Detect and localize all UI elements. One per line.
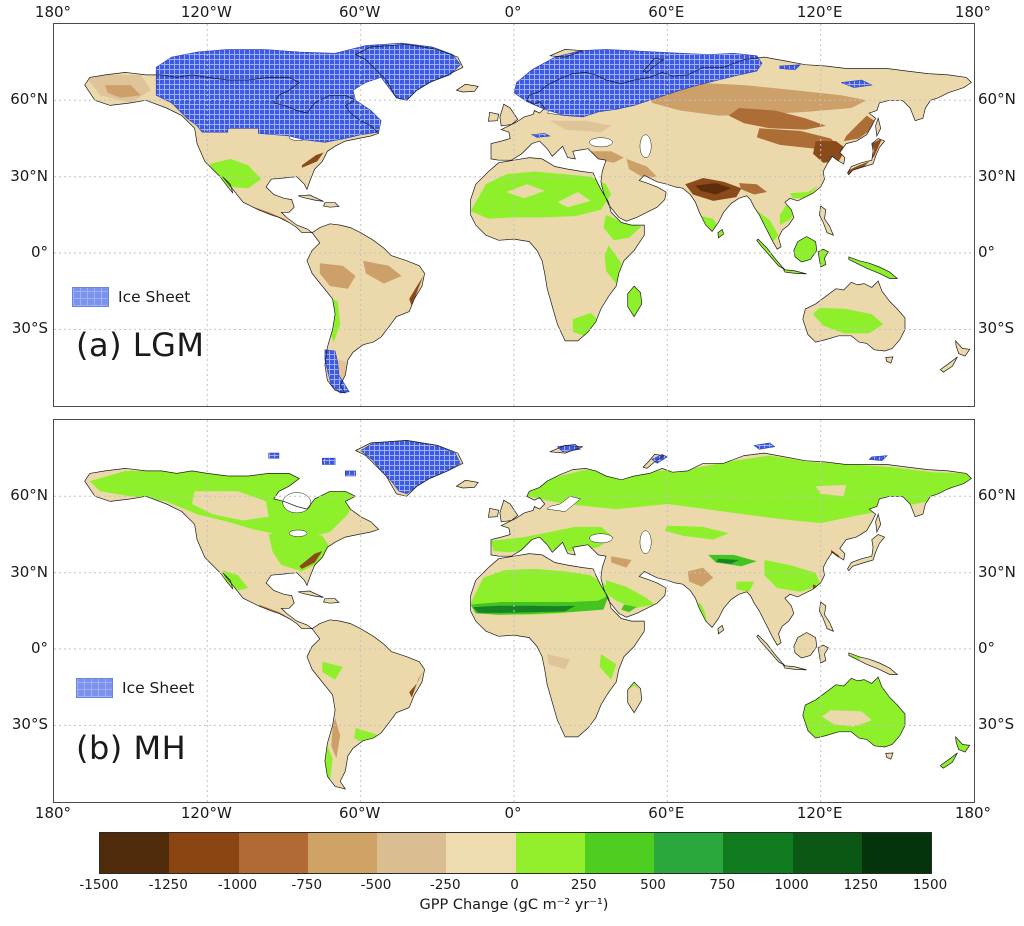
colorbar-tick-label: -1250 bbox=[148, 877, 188, 893]
map-panel-a bbox=[53, 23, 975, 407]
colorbar-tick-label: 0 bbox=[510, 877, 519, 893]
colorbar-tick-label: -750 bbox=[291, 877, 323, 893]
ice-sheet-label: Ice Sheet bbox=[118, 288, 191, 306]
ice-sheet-legend-a: Ice Sheet bbox=[72, 287, 190, 307]
colorbar-segment bbox=[792, 833, 862, 873]
ice-sheet-legend-b: Ice Sheet bbox=[76, 678, 194, 698]
colorbar-segment bbox=[723, 833, 793, 873]
axis-tick-bottom: 120°E bbox=[796, 804, 843, 822]
axis-tick-left-b: 30°S bbox=[11, 715, 48, 734]
colorbar-segment bbox=[446, 833, 516, 873]
colorbar-tick-label: -500 bbox=[360, 877, 392, 893]
axis-tick-right-a: 60°N bbox=[978, 90, 1016, 109]
world-map-lgm bbox=[54, 24, 974, 406]
axis-tick-top: 0° bbox=[504, 3, 522, 21]
colorbar-tick-label: -1500 bbox=[79, 877, 119, 893]
colorbar-segment bbox=[100, 833, 170, 873]
map-panel-b bbox=[53, 419, 975, 803]
axis-tick-left-a: 30°N bbox=[10, 166, 48, 185]
ice-sheet-label: Ice Sheet bbox=[122, 679, 195, 697]
panel-a-title: (a) LGM bbox=[76, 326, 205, 364]
colorbar-segment bbox=[169, 833, 239, 873]
colorbar-segment bbox=[515, 833, 585, 873]
ice-sheet-swatch bbox=[72, 287, 109, 307]
colorbar-tick-label: 750 bbox=[709, 877, 736, 893]
axis-tick-right-a: 30°S bbox=[978, 319, 1015, 338]
axis-tick-left-a: 30°S bbox=[11, 319, 48, 338]
colorbar-segment bbox=[307, 833, 377, 873]
axis-tick-left-a: 0° bbox=[30, 243, 48, 261]
axis-tick-right-b: 0° bbox=[978, 639, 996, 657]
axis-tick-right-a: 0° bbox=[978, 243, 996, 261]
axis-tick-bottom: 180° bbox=[954, 804, 992, 822]
colorbar-segment bbox=[377, 833, 447, 873]
axis-tick-left-a: 60°N bbox=[10, 90, 48, 109]
colorbar-segment bbox=[584, 833, 654, 873]
axis-tick-right-b: 60°N bbox=[978, 486, 1016, 505]
panel-b-title: (b) MH bbox=[76, 729, 187, 767]
axis-tick-top: 60°E bbox=[648, 3, 685, 21]
colorbar-tick-label: 1500 bbox=[912, 877, 948, 893]
axis-tick-bottom: 120°W bbox=[180, 804, 232, 822]
colorbar-tick-label: 250 bbox=[570, 877, 597, 893]
world-map-mh bbox=[54, 420, 974, 802]
axis-tick-top: 180° bbox=[34, 3, 72, 21]
axis-tick-left-b: 0° bbox=[30, 639, 48, 657]
colorbar-tick-label: -1000 bbox=[217, 877, 258, 893]
colorbar-segment bbox=[238, 833, 308, 873]
colorbar-label: GPP Change (gC m⁻² yr⁻¹) bbox=[419, 897, 609, 913]
axis-tick-right-a: 30°N bbox=[978, 166, 1016, 185]
axis-tick-bottom: 60°W bbox=[338, 804, 381, 822]
axis-tick-left-b: 60°N bbox=[10, 486, 48, 505]
axis-tick-right-b: 30°N bbox=[978, 562, 1016, 581]
colorbar-tick-label: 500 bbox=[640, 877, 666, 893]
colorbar-segment bbox=[861, 833, 931, 873]
colorbar bbox=[99, 832, 932, 874]
colorbar-tick-label: 1250 bbox=[843, 877, 878, 893]
axis-tick-bottom: 0° bbox=[504, 804, 522, 822]
ice-sheet-swatch bbox=[76, 678, 113, 698]
axis-tick-bottom: 180° bbox=[34, 804, 72, 822]
axis-tick-top: 120°W bbox=[180, 3, 232, 21]
colorbar-segment bbox=[654, 833, 724, 873]
axis-tick-top: 180° bbox=[954, 3, 992, 21]
axis-tick-bottom: 60°E bbox=[648, 804, 685, 822]
axis-tick-left-b: 30°N bbox=[10, 562, 48, 581]
colorbar-tick-label: 1000 bbox=[774, 877, 809, 893]
axis-tick-top: 60°W bbox=[338, 3, 381, 21]
axis-tick-right-b: 30°S bbox=[978, 715, 1015, 734]
colorbar-tick-label: -250 bbox=[429, 877, 461, 893]
axis-tick-top: 120°E bbox=[796, 3, 843, 21]
